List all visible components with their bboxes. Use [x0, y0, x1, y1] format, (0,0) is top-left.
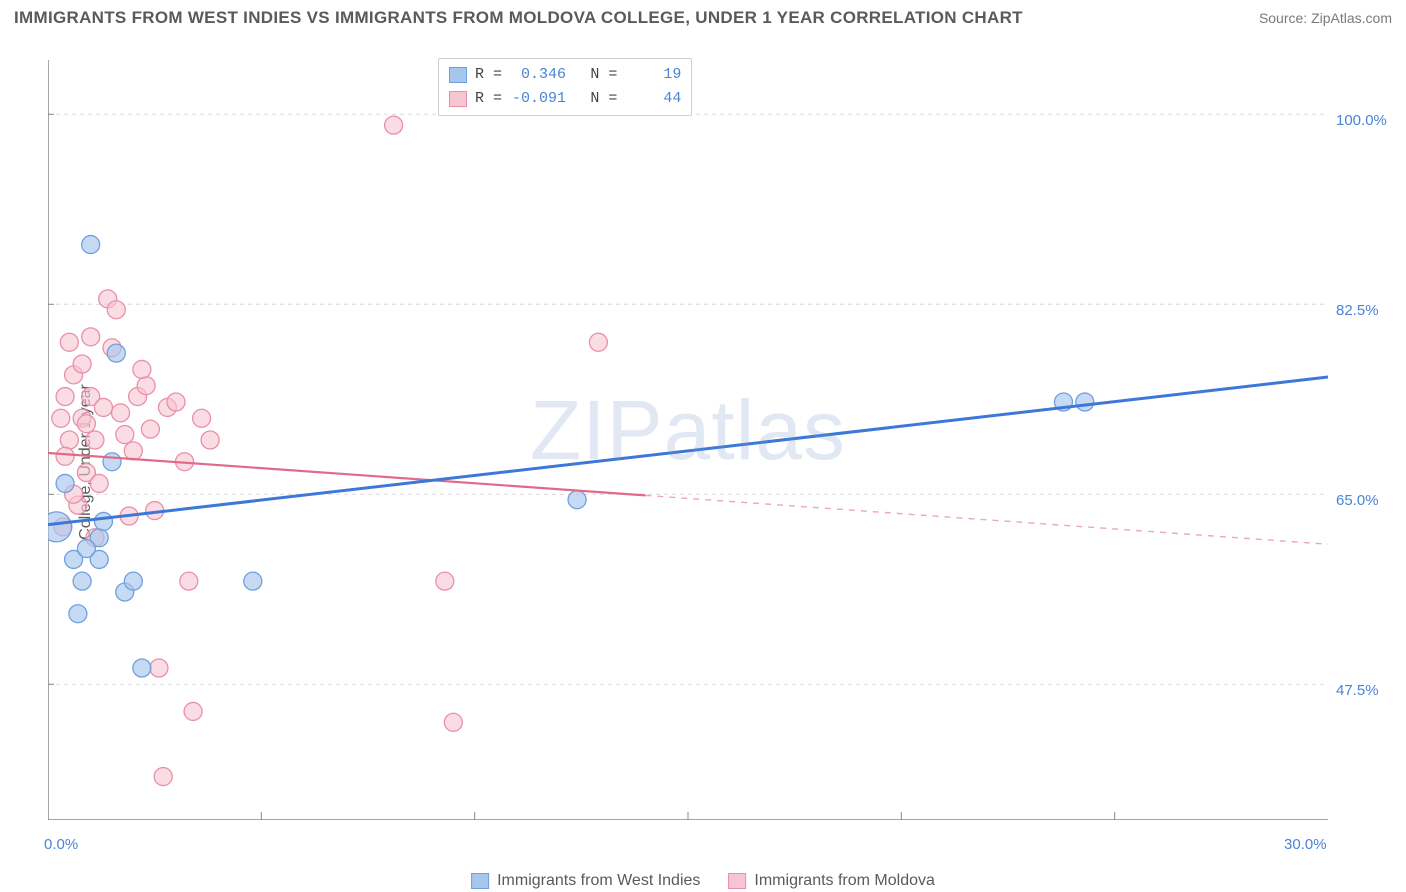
- legend-swatch: [471, 873, 489, 889]
- bottom-legend: Immigrants from West Indies Immigrants fr…: [471, 872, 935, 890]
- y-tick-label: 65.0%: [1336, 492, 1379, 509]
- legend-label: Immigrants from West Indies: [497, 872, 700, 890]
- y-tick-label: 47.5%: [1336, 682, 1379, 699]
- legend-item: Immigrants from Moldova: [728, 872, 935, 890]
- x-tick-label: 30.0%: [1284, 836, 1327, 853]
- legend-swatch: [449, 91, 467, 107]
- y-tick-label: 100.0%: [1336, 112, 1387, 129]
- x-tick-label: 0.0%: [44, 836, 78, 853]
- legend-item: Immigrants from West Indies: [471, 872, 700, 890]
- chart-area: College, Under 1 year ZIPatlas R =0.346 …: [0, 32, 1406, 892]
- legend-label: Immigrants from Moldova: [754, 872, 935, 890]
- chart-title: IMMIGRANTS FROM WEST INDIES VS IMMIGRANT…: [14, 8, 1023, 28]
- stats-row: R =-0.091 N =44: [449, 87, 681, 111]
- y-tick-label: 82.5%: [1336, 302, 1379, 319]
- legend-swatch: [728, 873, 746, 889]
- data-source: Source: ZipAtlas.com: [1259, 10, 1392, 26]
- correlation-stats-box: R =0.346 N =19R =-0.091 N =44: [438, 58, 692, 116]
- stats-row: R =0.346 N =19: [449, 63, 681, 87]
- scatter-plot-svg: [48, 60, 1328, 820]
- plot-region: ZIPatlas R =0.346 N =19R =-0.091 N =44 4…: [48, 60, 1328, 820]
- legend-swatch: [449, 67, 467, 83]
